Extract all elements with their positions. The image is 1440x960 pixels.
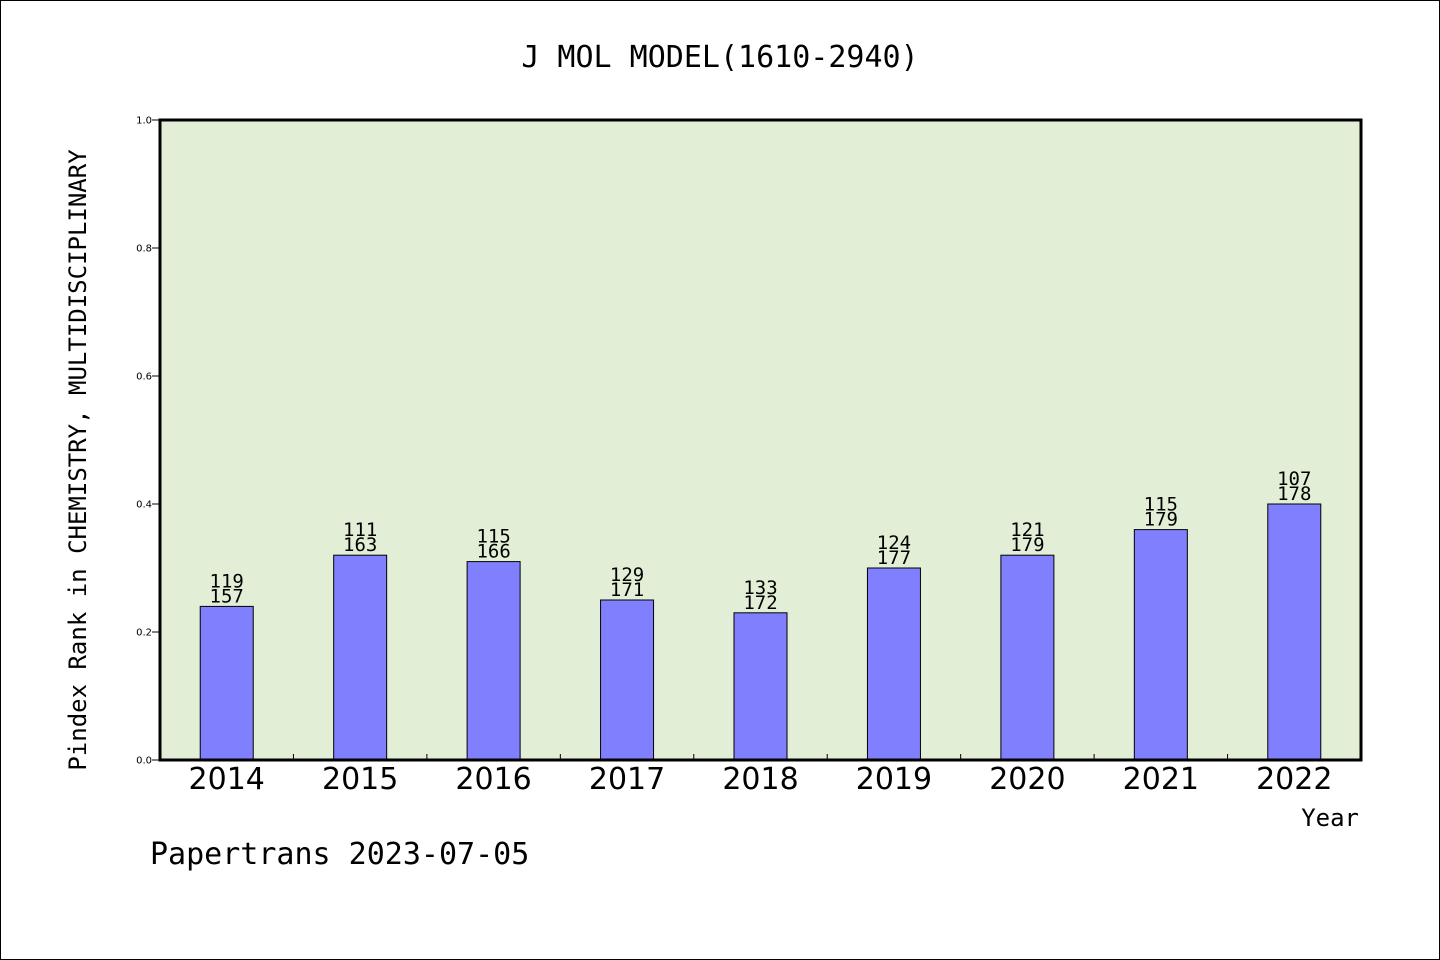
x-axis-label: Year [1301, 804, 1359, 832]
bar-label-top: 124 [877, 532, 911, 554]
bars-group [199, 503, 1322, 761]
x-tick-label: 2017 [589, 762, 665, 797]
bar-2021 [1133, 529, 1188, 761]
y-tick-label: 1.0 [136, 116, 152, 127]
plot-border [158, 118, 1363, 762]
y-tick-label: 0.4 [136, 500, 152, 511]
x-tick-label: 2014 [189, 762, 265, 797]
bar-2016 [466, 561, 521, 761]
x-tick-label: 2015 [322, 762, 398, 797]
bar-2022 [1267, 503, 1322, 761]
bar-label-top: 129 [610, 564, 644, 586]
x-tick-label: 2022 [1256, 762, 1332, 797]
x-tick-label: 2021 [1123, 762, 1199, 797]
bar-label-top: 115 [476, 526, 510, 548]
bar-2014 [199, 605, 254, 761]
bar-2015 [333, 554, 388, 761]
bar-label-bottom: 172 [743, 592, 777, 614]
y-tick-label: 0.8 [136, 244, 152, 255]
y-axis-label: Pindex Rank in CHEMISTRY, MULTIDISCIPLIN… [64, 149, 92, 771]
x-tick-label: 2020 [989, 762, 1065, 797]
bar-2020 [1000, 554, 1055, 761]
bar-label-bottom: 163 [343, 534, 377, 556]
bar-label-bottom: 166 [476, 541, 510, 563]
y-tick-label: 0.2 [136, 628, 152, 639]
x-tick-label: 2016 [455, 762, 531, 797]
y-tick-label: 0.6 [136, 372, 152, 383]
bar-2018 [733, 612, 788, 761]
bar-label-top: 121 [1010, 519, 1044, 541]
x-tick-label: 2019 [856, 762, 932, 797]
bar-label-bottom: 179 [1144, 509, 1178, 531]
bar-label-bottom: 171 [610, 579, 644, 601]
bar-label-top: 107 [1277, 468, 1311, 490]
bar-label-top: 119 [210, 570, 244, 592]
bar-label-bottom: 179 [1010, 534, 1044, 556]
y-tick-label: 0.0 [136, 756, 152, 767]
bar-label-top: 115 [1144, 494, 1178, 516]
bar-label-top: 133 [743, 577, 777, 599]
x-axis: 2014 2015 2016 2017 2018 2019 2020 2021 2022 [189, 754, 1332, 797]
chart-title: J MOL MODEL(1610-2940) [521, 40, 918, 75]
bar-label-top: 111 [343, 519, 377, 541]
bar-label-bottom: 178 [1277, 483, 1311, 505]
y-axis: 0.0 0.2 0.4 0.6 0.8 1.0 [136, 116, 160, 767]
bar-2017 [600, 599, 655, 761]
bar-label-bottom: 157 [210, 585, 244, 607]
footer-note: Papertrans 2023-07-05 [150, 837, 529, 872]
x-tick-label: 2018 [722, 762, 798, 797]
bar-2019 [866, 567, 921, 761]
bar-label-bottom: 177 [877, 547, 911, 569]
